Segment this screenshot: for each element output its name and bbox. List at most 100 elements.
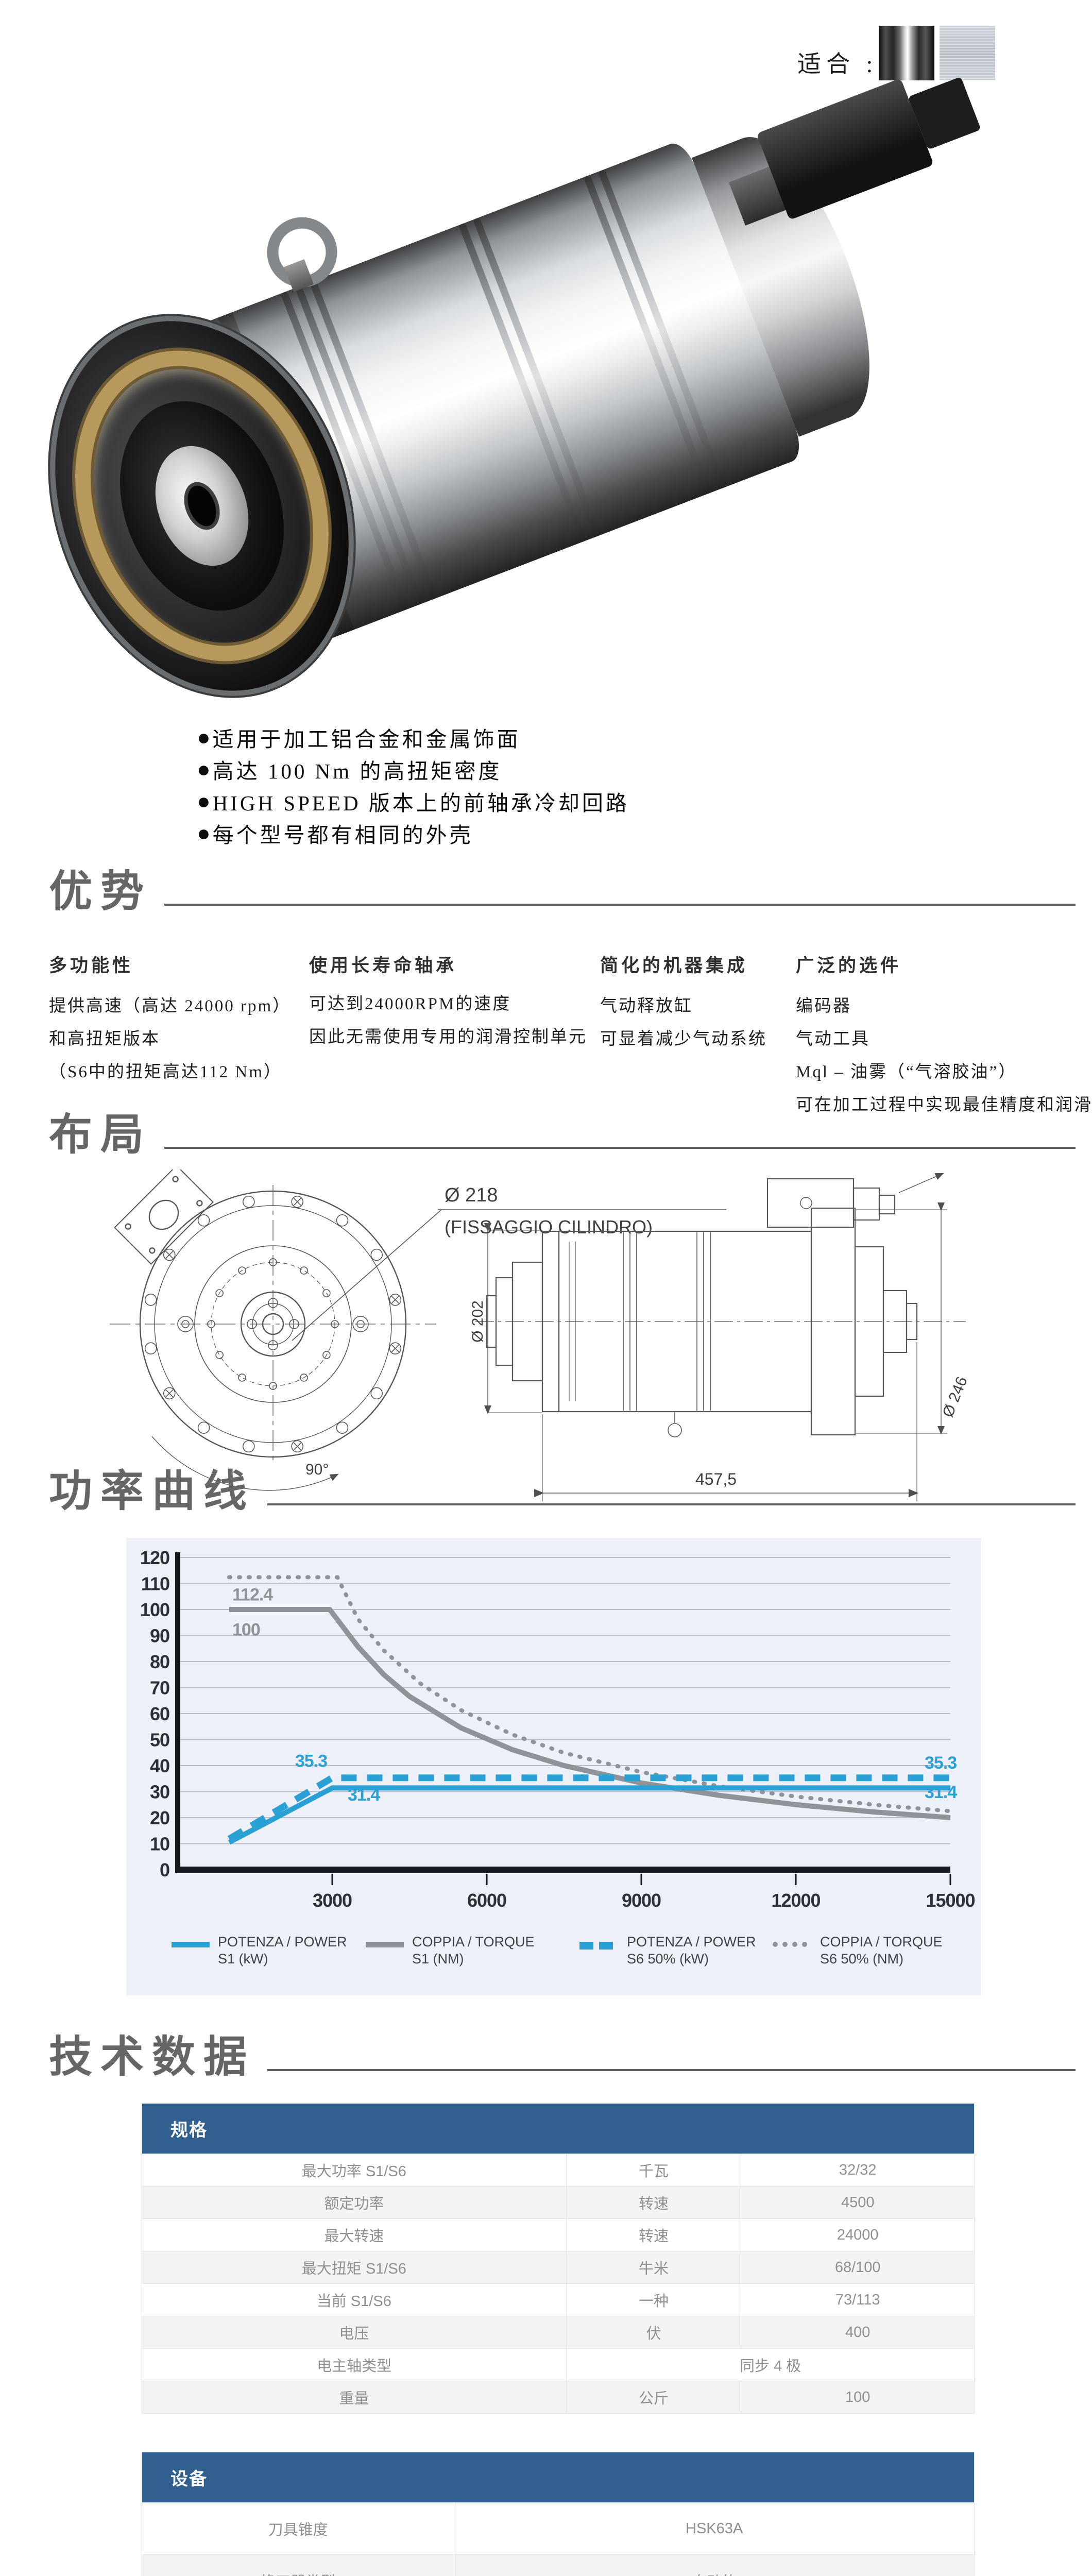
bullet-icon: ● [197,788,211,814]
legend-item-torque-s1: COPPIA / TORQUE S1 (NM) [366,1934,535,1968]
connector-box [756,78,934,221]
feature-bullet: ● 适用于加工铝合金和金属饰面 [197,721,629,753]
svg-text:35.3: 35.3 [295,1752,327,1771]
svg-text:9000: 9000 [622,1890,661,1911]
legend-swatch-dashed-blue-icon [579,1942,619,1950]
table-row: 最大功率 S1/S6 千瓦 32/32 [142,2154,974,2186]
table-row: 电主轴类型 同步 4 极 [142,2348,974,2381]
spec-table: 规格 最大功率 S1/S6 千瓦 32/32 额定功率 转速 4500 最大转速… [142,2104,975,2414]
cell-value: 73/113 [741,2284,974,2316]
legend-label-line: COPPIA / TORQUE [412,1934,535,1950]
cell-name: 刀具锥度 [268,2522,328,2538]
table-row: 额定功率 转速 4500 [142,2186,974,2218]
section-rule [164,1147,1076,1149]
cell-value-merged: 同步 4 极 [566,2349,974,2381]
table-row: 当前 S1/S6 一种 73/113 [142,2283,974,2316]
cell-value: 100 [741,2381,974,2413]
feature-text: 高达 100 Nm 的高扭矩密度 [212,759,502,783]
spindle-assembly [4,12,1092,753]
svg-text:70: 70 [150,1677,169,1699]
side-view [475,1173,966,1501]
legend-label: COPPIA / TORQUE S1 (NM) [412,1934,535,1968]
svg-text:40: 40 [150,1755,169,1776]
table-row: 重量 公斤 100 [142,2381,974,2413]
section-rule [267,1503,1076,1505]
svg-text:120: 120 [140,1547,169,1568]
equipment-table-header: 设备 [142,2452,974,2502]
svg-text:6000: 6000 [467,1890,506,1911]
material-swatch-brushed-aluminum-icon [940,26,995,80]
section-tech-title-row: 技术数据 [49,2035,1076,2078]
svg-text:112.4: 112.4 [232,1585,273,1604]
advantage-line: 可在加工过程中实现最佳精度和润滑 [796,1096,1092,1114]
svg-text:30: 30 [150,1782,169,1803]
table-row: 最大扭矩 S1/S6 牛米 68/100 [142,2251,974,2283]
layout-technical-drawing: Ø 218 (FISSAGGIO CILINDRO) 90° [110,1170,971,1501]
advantage-line: 提供高速（高达 24000 rpm） [49,997,292,1015]
svg-text:50: 50 [150,1730,169,1751]
cell-unit: 牛米 [566,2251,741,2283]
cell-name: 电压 [339,2326,369,2342]
feature-bullet: ● 每个型号都有相同的外壳 [197,817,629,849]
side-dia-left-label: Ø 202 [469,1300,486,1343]
advantage-line: 因此无需使用专用的润滑控制单元 [309,1028,587,1046]
section-title-advantages: 优势 [49,867,152,916]
cell-value: 400 [741,2316,974,2348]
advantage-heading: 使用长寿命轴承 [309,956,457,976]
svg-text:0: 0 [160,1859,169,1880]
legend-swatch-solid-blue-icon [172,1942,210,1947]
feature-bullet: ● 高达 100 Nm 的高扭矩密度 [197,753,629,785]
legend-label: COPPIA / TORQUE S6 50% (NM) [820,1934,943,1968]
legend-label-line: POTENZA / POWER [627,1934,756,1950]
cell-name: 最大转速 [324,2228,384,2245]
material-swatch-dark-metal-icon [879,26,934,80]
bullet-icon: ● [197,756,211,782]
legend-label-line: S6 50% (NM) [820,1951,904,1967]
table-row: 换刀器类型 自动的 [142,2554,974,2576]
front-view [110,1170,726,1491]
legend-label-line: S1 (kW) [218,1951,268,1967]
legend-item-torque-s6: COPPIA / TORQUE S6 50% (NM) [773,1934,943,1968]
svg-text:100: 100 [232,1620,260,1640]
section-rule [267,2069,1076,2071]
svg-text:3000: 3000 [313,1890,352,1911]
svg-text:20: 20 [150,1807,169,1828]
advantage-line: 气动工具 [796,1030,870,1048]
advantage-column-options: 广泛的选件 编码器 气动工具 Mql – 油雾（“气溶胶油”） 可在加工过程中实… [796,951,1092,1120]
advantage-line: 可显着减少气动系统 [600,1030,767,1048]
svg-text:80: 80 [150,1651,169,1672]
legend-label-line: S1 (NM) [412,1951,464,1967]
brand-watermark: HITECO [1090,222,1092,651]
advantage-line: 编码器 [796,997,851,1015]
power-chart-panel: 0 10 20 30 40 50 60 70 80 90 100 110 120 3000 6000 9000… [126,1538,981,1995]
front-dia-label: Ø 218 [445,1184,498,1206]
cell-value: 24000 [741,2219,974,2251]
advantage-line: 可达到24000RPM的速度 [309,995,511,1013]
advantage-heading: 广泛的选件 [796,956,902,976]
cell-value: 68/100 [741,2251,974,2283]
cell-name: 重量 [339,2391,369,2407]
advantage-column-versatility: 多功能性 提供高速（高达 24000 rpm） 和高扭矩版本 （S6中的扭矩高达… [49,951,291,1087]
legend-swatch-dotted-gray-icon [773,1942,812,1947]
cell-unit: 伏 [566,2316,741,2348]
table-row: 电压 伏 400 [142,2316,974,2348]
cell-unit: 转速 [566,2219,741,2251]
legend-swatch-solid-gray-icon [366,1942,404,1947]
front-angle-label: 90° [305,1461,329,1478]
advantage-line: 和高扭矩版本 [49,1030,160,1048]
legend-item-power-s1: POTENZA / POWER S1 (kW) [172,1934,347,1968]
side-dia-right-label: Ø 246 [940,1374,971,1419]
suitable-for-label: 适合 : [797,51,878,77]
legend-label-line: S6 50% (kW) [627,1951,709,1967]
legend-label: POTENZA / POWER S6 50% (kW) [627,1934,756,1968]
advantage-line: 气动释放缸 [600,997,693,1015]
section-power-title-row: 功率曲线 [49,1469,1076,1513]
cell-name: 最大功率 S1/S6 [301,2163,406,2180]
feature-text: HIGH SPEED 版本上的前轴承冷却回路 [212,791,629,815]
svg-text:31.4: 31.4 [348,1785,380,1805]
legend-label: POTENZA / POWER S1 (kW) [218,1934,347,1968]
advantage-line: Mql – 油雾（“气溶胶油”） [796,1063,1017,1081]
svg-text:35.3: 35.3 [925,1753,957,1773]
svg-text:31.4: 31.4 [925,1783,957,1802]
